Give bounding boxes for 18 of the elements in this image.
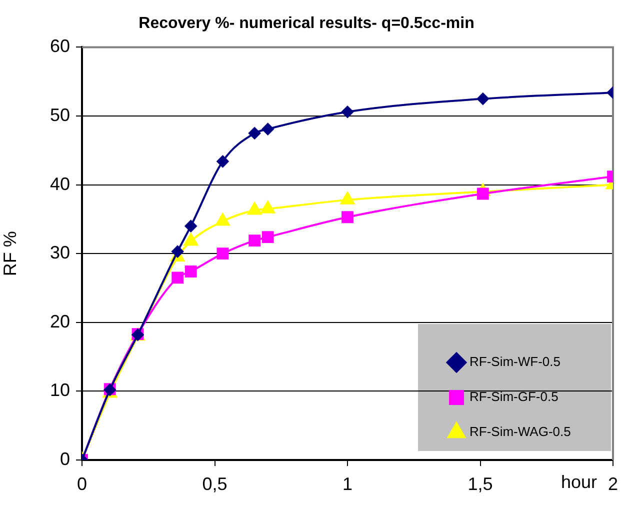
y-tick-label: 20 [50,311,70,332]
y-tick-label: 40 [50,174,70,194]
y-tick-label: 10 [50,380,70,400]
legend-label: RF-Sim-GF-0.5 [470,389,558,404]
x-tick-label: 0,5 [202,474,228,494]
x-tick-label: 2 [608,474,618,494]
y-tick-label: 50 [50,104,70,125]
x-axis-title: hour [560,472,597,493]
y-tick-label: 0 [60,448,70,469]
y-tick-label: 60 [50,36,70,56]
legend-label: RF-Sim-WF-0.5 [470,354,560,370]
chart-title: Recovery %- numerical results- q=0.5cc-min [138,15,474,32]
x-tick-label: 1 [342,474,353,494]
y-axis-title: RF % [0,231,20,276]
x-tick-label: 1,5 [468,474,493,494]
y-tick-label: 30 [50,242,70,263]
x-tick-label: 0 [76,474,88,494]
legend-label: RF-Sim-WAG-0.5 [470,424,571,440]
